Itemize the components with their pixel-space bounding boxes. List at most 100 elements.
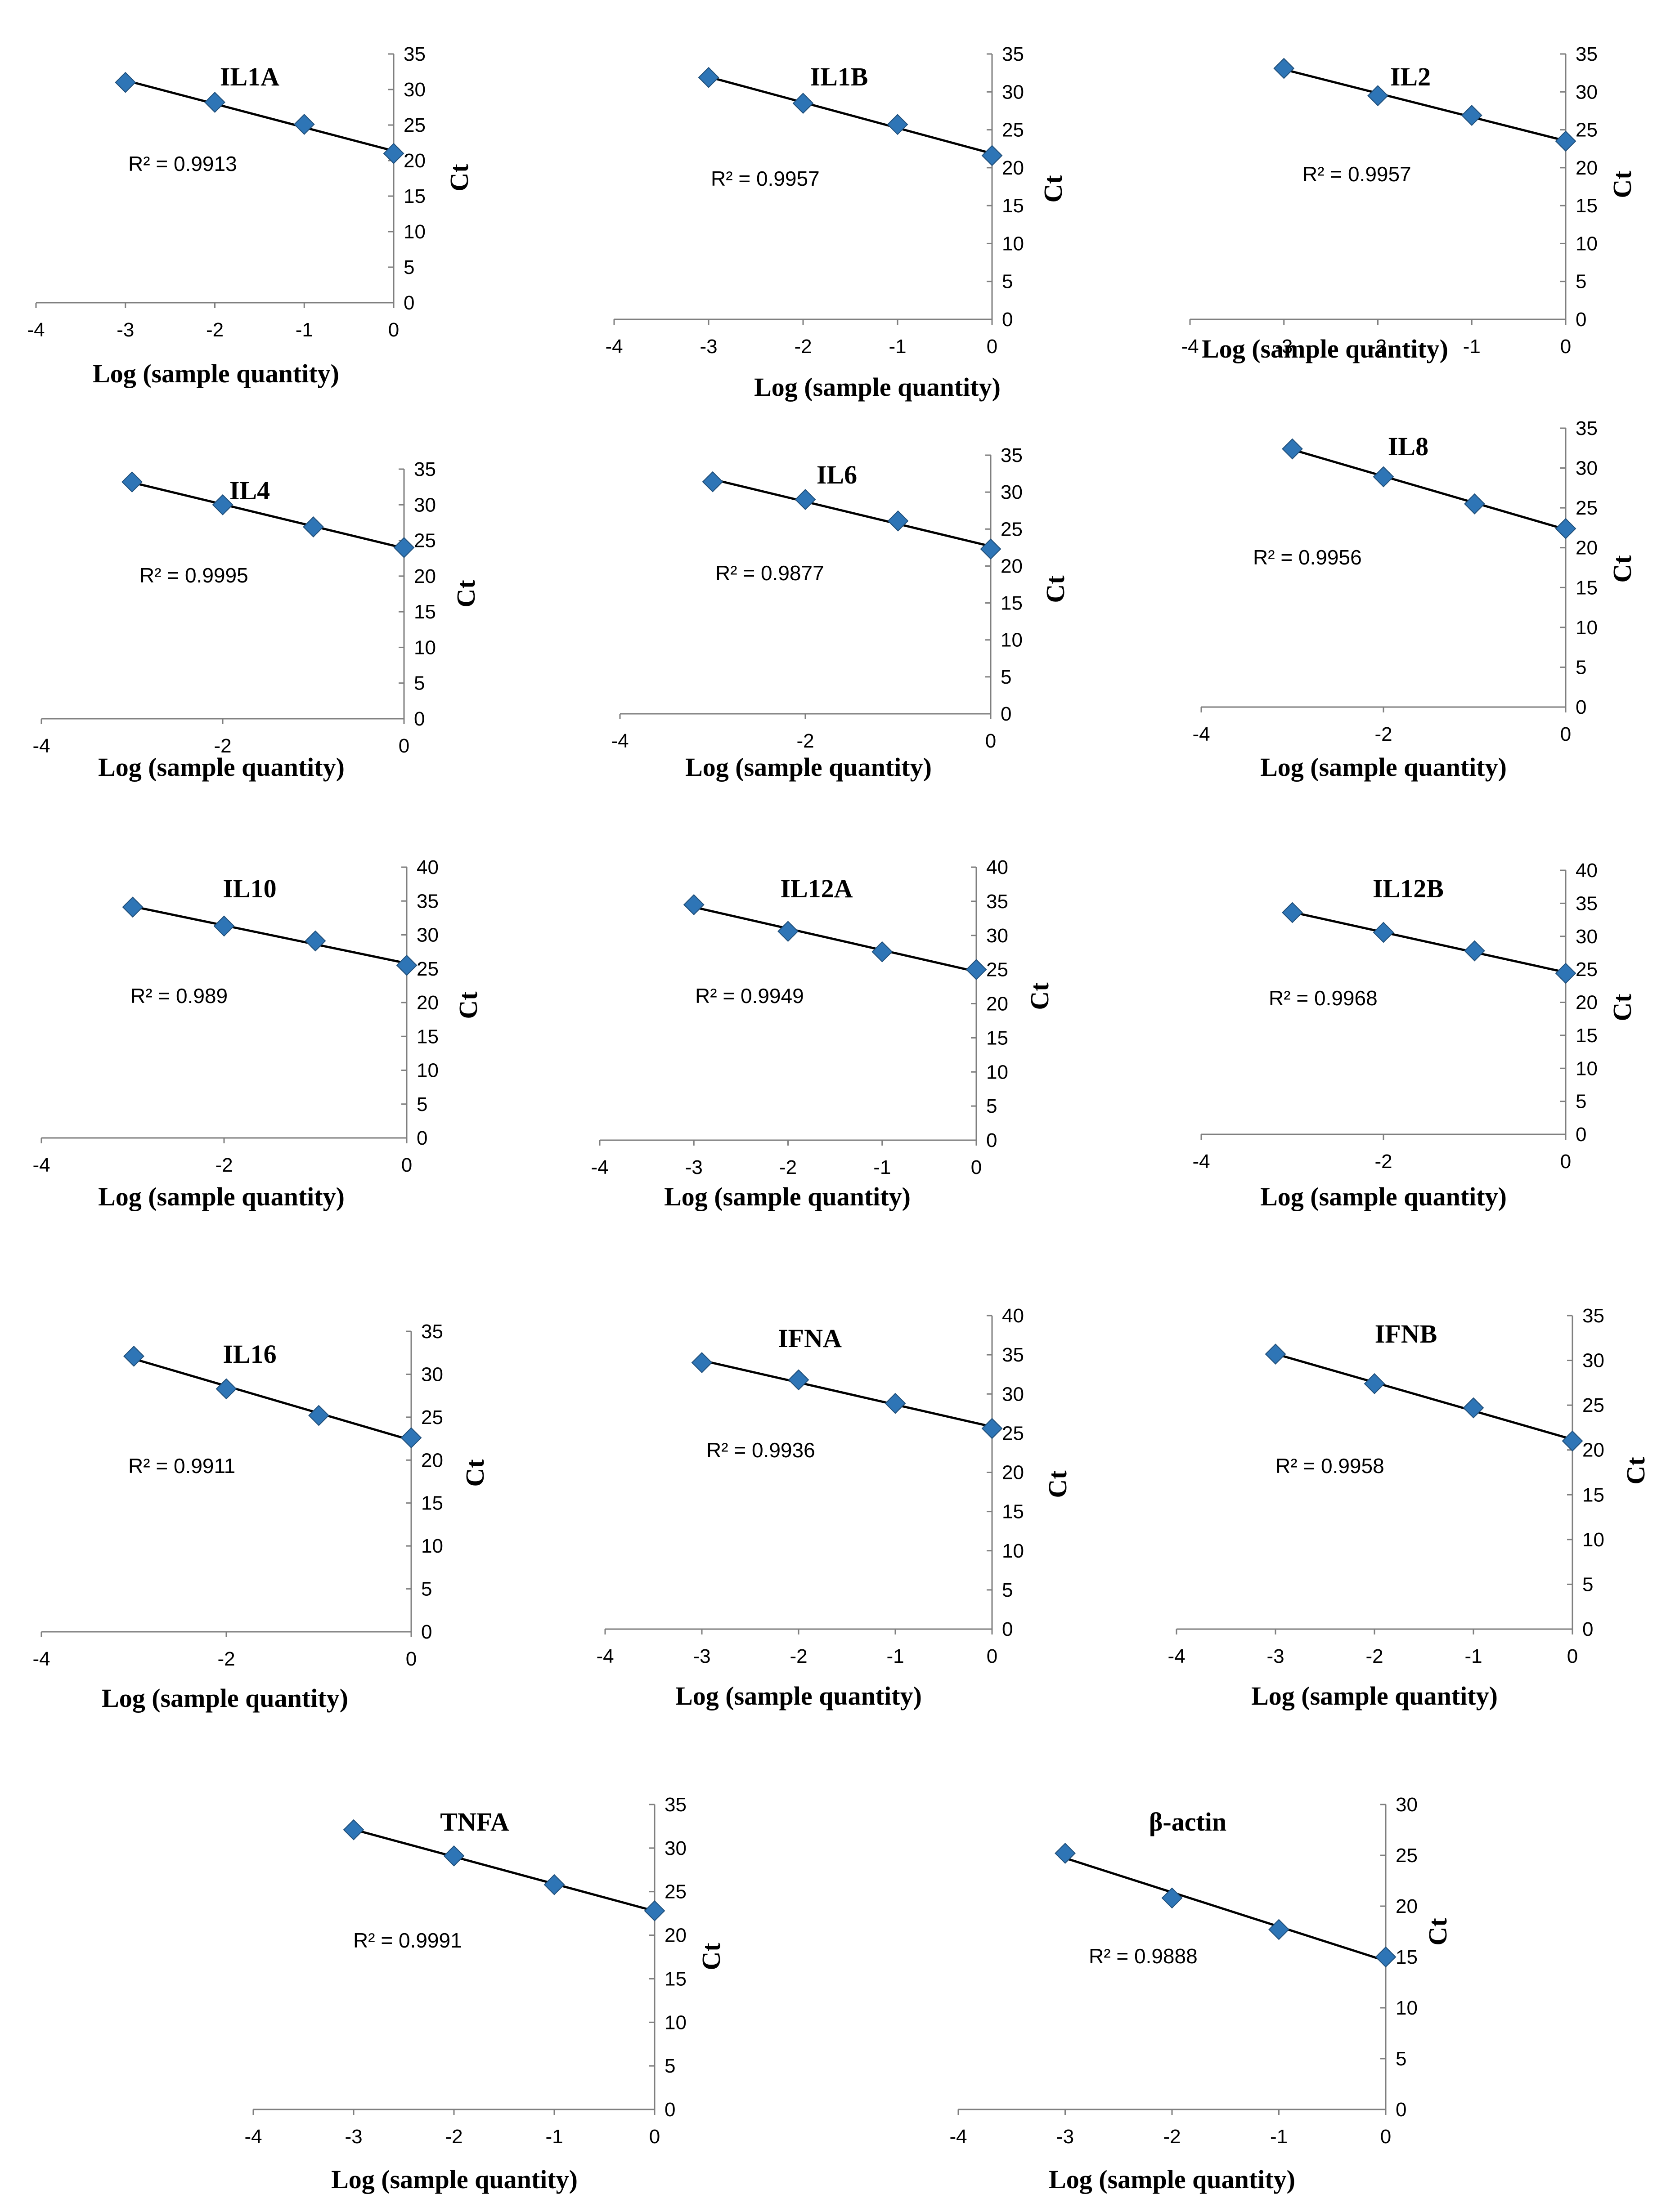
y-tick-label: 10 (421, 1535, 443, 1557)
y-tick-label: 5 (404, 256, 414, 278)
data-point (1562, 1430, 1583, 1452)
y-tick-label: 0 (1576, 1124, 1586, 1146)
y-axis-label: Ct (454, 991, 483, 1019)
r-squared-label: R² = 0.989 (130, 984, 228, 1007)
data-point (213, 915, 235, 937)
data-point (1464, 940, 1485, 962)
y-tick-label: 25 (986, 959, 1008, 981)
data-point (698, 67, 719, 88)
x-tick-label: 0 (985, 730, 996, 752)
data-point (1268, 1919, 1289, 1940)
trend-line (1292, 448, 1566, 531)
chart-panel: 0 5 10 15 20 25 30 35 -4 -2 0 IL4 R² = 0.9995 Log (sa… (32, 458, 480, 782)
chart-title: IL1B (810, 62, 868, 91)
x-axis-label: Log (sample quantity) (1251, 1681, 1498, 1710)
x-tick-label: -2 (779, 1156, 797, 1178)
data-point (1464, 493, 1485, 515)
r-squared-label: R² = 0.9911 (128, 1454, 235, 1478)
y-tick-label: 10 (1582, 1529, 1604, 1551)
y-tick-label: 15 (1396, 1946, 1418, 1968)
data-point (115, 72, 136, 93)
y-tick-label: 15 (1001, 592, 1023, 614)
y-tick-label: 0 (1002, 309, 1013, 331)
y-tick-label: 35 (421, 1321, 443, 1343)
y-axis-label: Ct (1621, 1457, 1650, 1485)
x-tick-label: -2 (1365, 1645, 1383, 1667)
y-tick-label: 25 (1576, 119, 1598, 141)
y-tick-label: 25 (414, 530, 436, 552)
x-tick-label: -2 (445, 2126, 463, 2148)
x-tick-label: 0 (971, 1156, 982, 1178)
y-tick-label: 0 (1576, 309, 1586, 331)
y-axis-label: Ct (460, 1459, 489, 1487)
chart-panel: 0 5 10 15 20 25 30 35 -4 -2 0 IL16 R² = 0.9911 Log (s… (32, 1321, 489, 1713)
data-point (1373, 922, 1394, 943)
y-axis-label: Ct (445, 164, 474, 192)
chart-title: IL4 (229, 476, 270, 505)
chart-panel: 0 5 10 15 20 25 30 35 40 -4 -3 -2 -1 0 IFNA R² = 0.9936… (596, 1305, 1072, 1710)
x-tick-label: -2 (1163, 2126, 1181, 2148)
data-point (1161, 1887, 1183, 1909)
data-point (543, 1874, 565, 1895)
y-tick-label: 30 (1002, 81, 1024, 103)
chart-title: IL16 (223, 1339, 276, 1369)
chart-panel: 0 5 10 15 20 25 30 -4 -3 -2 -1 0 β-actin R² = 0.9888 L… (949, 1794, 1452, 2194)
y-tick-label: 10 (1576, 617, 1598, 639)
y-tick-label: 40 (1002, 1305, 1024, 1327)
y-tick-label: 25 (665, 1881, 687, 1903)
y-tick-label: 5 (1582, 1573, 1593, 1595)
y-tick-label: 30 (417, 924, 439, 946)
data-point (1282, 902, 1303, 923)
y-axis-label: Ct (1025, 982, 1054, 1010)
data-point (400, 1427, 422, 1449)
data-point (1373, 466, 1394, 488)
y-tick-label: 20 (414, 565, 436, 587)
x-tick-label: -3 (685, 1156, 703, 1178)
y-tick-label: 10 (1396, 1997, 1418, 2019)
x-tick-label: -2 (217, 1648, 235, 1670)
chart-panel: 0 5 10 15 20 25 30 35 -4 -3 -2 -1 0 TNFA R² = 0.9991 Lo… (244, 1794, 726, 2194)
y-tick-label: 35 (414, 458, 436, 480)
y-tick-label: 30 (1002, 1383, 1024, 1405)
y-axis-label: Ct (451, 580, 480, 608)
data-point (1265, 1343, 1286, 1365)
data-point (204, 92, 225, 113)
x-tick-label: 0 (406, 1648, 417, 1670)
x-tick-label: -3 (700, 336, 717, 358)
y-tick-label: 10 (665, 2011, 687, 2033)
y-tick-label: 25 (1001, 518, 1023, 540)
y-tick-label: 0 (404, 292, 414, 314)
y-tick-label: 25 (1576, 958, 1598, 981)
trend-line (353, 1828, 655, 1912)
x-tick-label: -4 (596, 1645, 614, 1667)
data-point (1282, 438, 1303, 460)
trend-line (693, 906, 977, 973)
x-tick-label: 0 (649, 2126, 660, 2148)
data-point (644, 1900, 665, 1921)
y-tick-label: 25 (404, 114, 426, 136)
data-point (788, 1369, 809, 1391)
data-point (887, 114, 908, 135)
y-tick-label: 5 (1001, 666, 1011, 688)
x-tick-label: -2 (1374, 723, 1392, 745)
x-tick-label: -1 (545, 2126, 563, 2148)
y-tick-label: 5 (414, 672, 425, 694)
x-tick-label: -4 (32, 1154, 50, 1176)
x-tick-label: -2 (1374, 1151, 1392, 1173)
data-point (980, 538, 1001, 560)
x-axis-label: Log (sample quantity) (685, 752, 932, 782)
y-tick-label: 35 (1002, 1344, 1024, 1366)
y-tick-label: 35 (1001, 444, 1023, 466)
y-tick-label: 20 (1576, 537, 1598, 559)
trend-line (133, 1357, 412, 1442)
x-tick-label: -2 (796, 730, 814, 752)
x-tick-label: -4 (949, 2126, 967, 2148)
x-tick-label: -4 (32, 735, 50, 757)
data-point (792, 93, 814, 114)
data-point (1055, 1843, 1076, 1864)
trend-line (1284, 68, 1566, 142)
data-point (212, 494, 234, 515)
x-tick-label: 0 (401, 1154, 412, 1176)
r-squared-label: R² = 0.9936 (706, 1438, 815, 1462)
data-point (691, 1352, 713, 1373)
